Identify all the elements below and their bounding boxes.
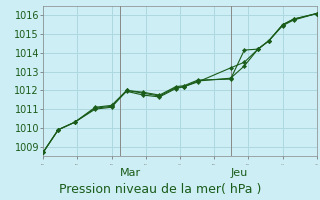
Text: Mar: Mar (120, 168, 141, 178)
Text: Pression niveau de la mer( hPa ): Pression niveau de la mer( hPa ) (59, 183, 261, 196)
Text: Jeu: Jeu (231, 168, 248, 178)
